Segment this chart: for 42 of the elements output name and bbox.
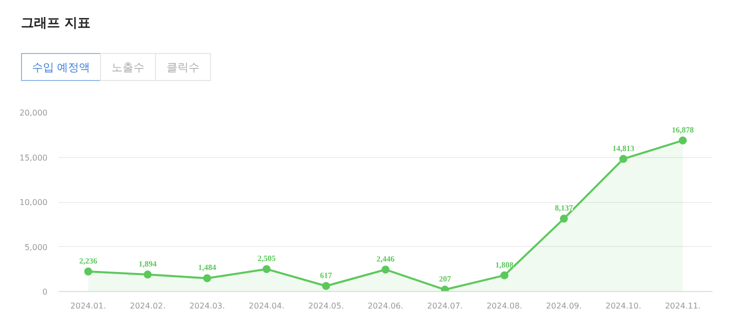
data-label: 8,137 [554, 204, 573, 213]
data-label: 2,446 [376, 254, 394, 264]
chart-title: 그래프 지표 [20, 15, 91, 31]
point [560, 214, 568, 223]
data-label: 1,484 [198, 263, 216, 272]
point [500, 271, 508, 280]
data-label: 1,894 [138, 260, 157, 269]
x-tick-label: 2024.02. [130, 302, 166, 310]
point [84, 267, 92, 276]
x-tick-label: 2024.11. [664, 302, 701, 310]
data-label: 2,236 [79, 256, 98, 266]
text: 클릭수 [155, 53, 211, 81]
point [322, 282, 330, 290]
x-tick-label: 2024.08. [486, 302, 522, 310]
x-tick-label: 2024.04. [248, 302, 284, 310]
x-tick-label: 2024.09. [546, 302, 582, 310]
text: 노출수 [100, 53, 156, 81]
y-tick-label: 0 [42, 288, 48, 296]
point [619, 154, 628, 163]
point [262, 265, 271, 274]
x-tick-label: 2024.01. [70, 302, 106, 310]
point [203, 274, 212, 282]
point [144, 270, 152, 279]
x-tick-label: 2024.03. [189, 302, 225, 310]
data-label: 2,505 [258, 254, 276, 264]
data-label: 14,813 [612, 144, 634, 153]
point [678, 136, 687, 144]
data-label: 207 [438, 274, 451, 284]
data-label: 1,808 [495, 260, 514, 270]
x-tick-label: 2024.10. [606, 302, 642, 310]
x-tick-label: 2024.05. [308, 302, 344, 310]
text: 수입 예정액 [21, 53, 101, 81]
point [440, 286, 449, 292]
point [382, 266, 390, 274]
y-tick-label: 5,000 [24, 242, 48, 252]
data-label: 617 [320, 270, 332, 280]
y-tick-label: 20,000 [20, 108, 48, 118]
data-label: 16,878 [672, 125, 694, 134]
x-tick-label: 2024.07. [427, 302, 463, 310]
y-tick-label: 10,000 [20, 198, 48, 207]
y-tick-label: 15,000 [20, 153, 48, 162]
x-tick-label: 2024.06. [368, 302, 404, 310]
